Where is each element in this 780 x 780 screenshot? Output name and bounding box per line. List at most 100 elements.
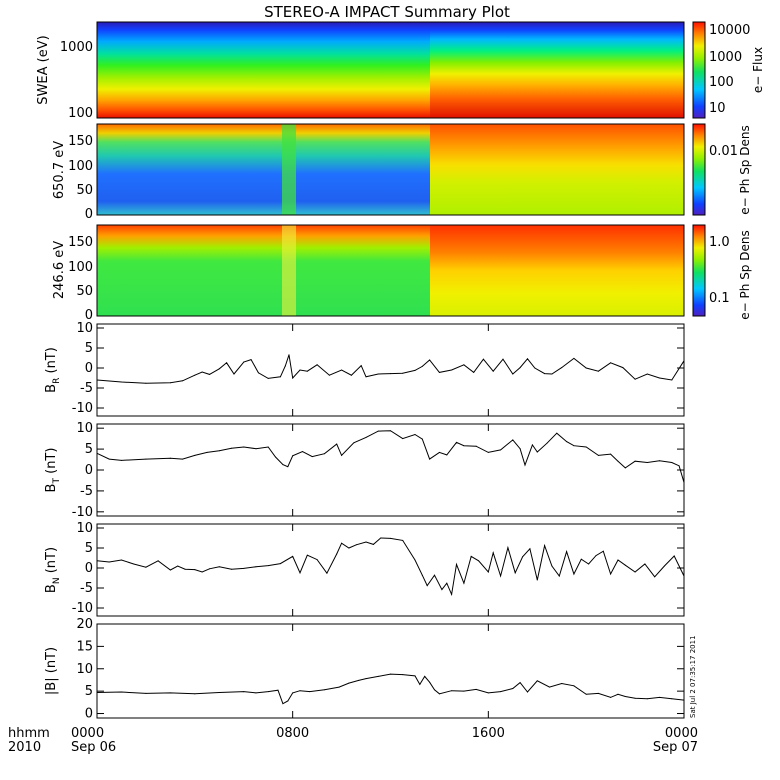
- data-point: [96, 379, 98, 381]
- data-point: [536, 680, 538, 682]
- ytick-label: 0: [85, 707, 93, 722]
- data-point: [231, 447, 233, 449]
- data-point: [194, 693, 196, 695]
- data-point: [446, 454, 448, 456]
- data-point: [475, 688, 477, 690]
- ytick-label: 5: [85, 442, 93, 457]
- data-point: [277, 689, 279, 691]
- data-point: [671, 461, 673, 463]
- data-point: [624, 564, 626, 566]
- pad650-ylabel: 650.7 eV: [52, 141, 67, 199]
- data-point: [145, 458, 147, 460]
- panel-frame: [96, 423, 685, 517]
- data-point: [558, 575, 560, 577]
- data-point: [402, 438, 404, 440]
- swea-cbar-tick-1000: 1000: [709, 50, 742, 65]
- data-point: [157, 560, 159, 562]
- panel-bmag: 20 15 10 5 0 |B| (nT): [44, 617, 685, 722]
- data-point: [306, 554, 308, 556]
- data-point: [548, 686, 550, 688]
- data-point: [602, 550, 604, 552]
- data-point: [512, 373, 514, 375]
- data-point: [573, 685, 575, 687]
- data-point: [402, 674, 404, 676]
- data-point: [348, 682, 350, 684]
- data-point: [617, 559, 619, 561]
- data-point: [372, 543, 374, 545]
- data-point: [544, 373, 546, 375]
- data-point: [673, 555, 675, 557]
- data-point: [644, 563, 646, 565]
- data-point: [309, 691, 311, 693]
- panel-br: 10 5 0 -5 -10 BR (nT): [44, 321, 685, 417]
- data-point: [624, 467, 626, 469]
- data-point: [531, 444, 533, 446]
- data-point: [390, 373, 391, 375]
- pad650-ytick-100: 100: [68, 159, 93, 174]
- data-point: [108, 458, 110, 460]
- data-point: [556, 432, 558, 434]
- ytick-label: 0: [85, 361, 93, 376]
- pad246-cbar-tick-1.0: 1.0: [709, 235, 730, 250]
- data-point: [519, 448, 521, 450]
- data-point: [473, 371, 475, 373]
- data-point: [524, 464, 526, 466]
- ytick-label: 10: [76, 662, 93, 677]
- data-point: [169, 692, 171, 694]
- data-point: [434, 574, 436, 576]
- data-point: [671, 698, 673, 700]
- data-point: [617, 693, 619, 695]
- ytick-label: 10: [76, 321, 93, 336]
- data-point: [120, 459, 122, 461]
- swea-colorbar: [692, 21, 706, 119]
- plot-title: STEREO-A IMPACT Summary Plot: [264, 3, 510, 21]
- data-point: [683, 482, 685, 484]
- time-axis-row1-label: hhmm: [8, 726, 50, 741]
- data-point: [451, 593, 453, 595]
- data-point: [380, 537, 382, 539]
- ytick-label: 10: [76, 521, 93, 536]
- data-point: [299, 572, 301, 574]
- data-point: [311, 456, 313, 458]
- panel-bt: 10 5 0 -5 -10 BT (nT): [44, 421, 685, 520]
- data-point: [522, 556, 524, 558]
- data-point: [585, 693, 587, 695]
- magnetic-field-panels: 10 5 0 -5 -10 BR (nT) 10 5 0 -5 -10 BT (nT) 10 5 0 -5 -1…: [44, 321, 685, 722]
- data-point: [561, 683, 563, 685]
- data-point: [316, 364, 318, 366]
- data-point: [145, 382, 147, 384]
- data-point: [597, 454, 599, 456]
- data-point: [659, 377, 661, 379]
- swea-ytick-100: 100: [68, 106, 93, 121]
- data-point: [299, 690, 301, 692]
- ytick-label: -5: [80, 381, 93, 396]
- data-point: [492, 370, 494, 372]
- data-point: [231, 568, 233, 570]
- ytick-label: -10: [72, 601, 93, 616]
- pad246-colorbar-label: e− Ph Sp Dens: [738, 230, 752, 319]
- time-tick-label: 0000: [71, 726, 104, 741]
- data-point: [360, 365, 362, 367]
- data-point: [683, 360, 685, 362]
- data-point: [526, 691, 528, 693]
- data-point: [414, 369, 416, 371]
- panel-pad-246: 246.6 eV 150 100 50 0 1.0 0.1 e− Ph Sp D…: [52, 224, 752, 323]
- panel-ylabel: BT (nT): [44, 448, 62, 493]
- data-point: [120, 559, 122, 561]
- data-point: [634, 697, 636, 699]
- data-point: [475, 445, 477, 447]
- data-point: [194, 454, 196, 456]
- data-point: [341, 369, 343, 371]
- ytick-label: 5: [85, 684, 93, 699]
- data-point: [218, 566, 220, 568]
- data-point: [526, 358, 528, 360]
- data-point: [463, 445, 465, 447]
- data-point: [326, 572, 328, 574]
- data-point: [536, 579, 538, 581]
- data-point: [348, 547, 350, 549]
- data-point: [646, 461, 648, 463]
- data-point: [519, 367, 521, 369]
- swea-cbar-tick-10000: 10000: [709, 23, 750, 38]
- data-point: [402, 372, 404, 374]
- data-point: [456, 563, 458, 565]
